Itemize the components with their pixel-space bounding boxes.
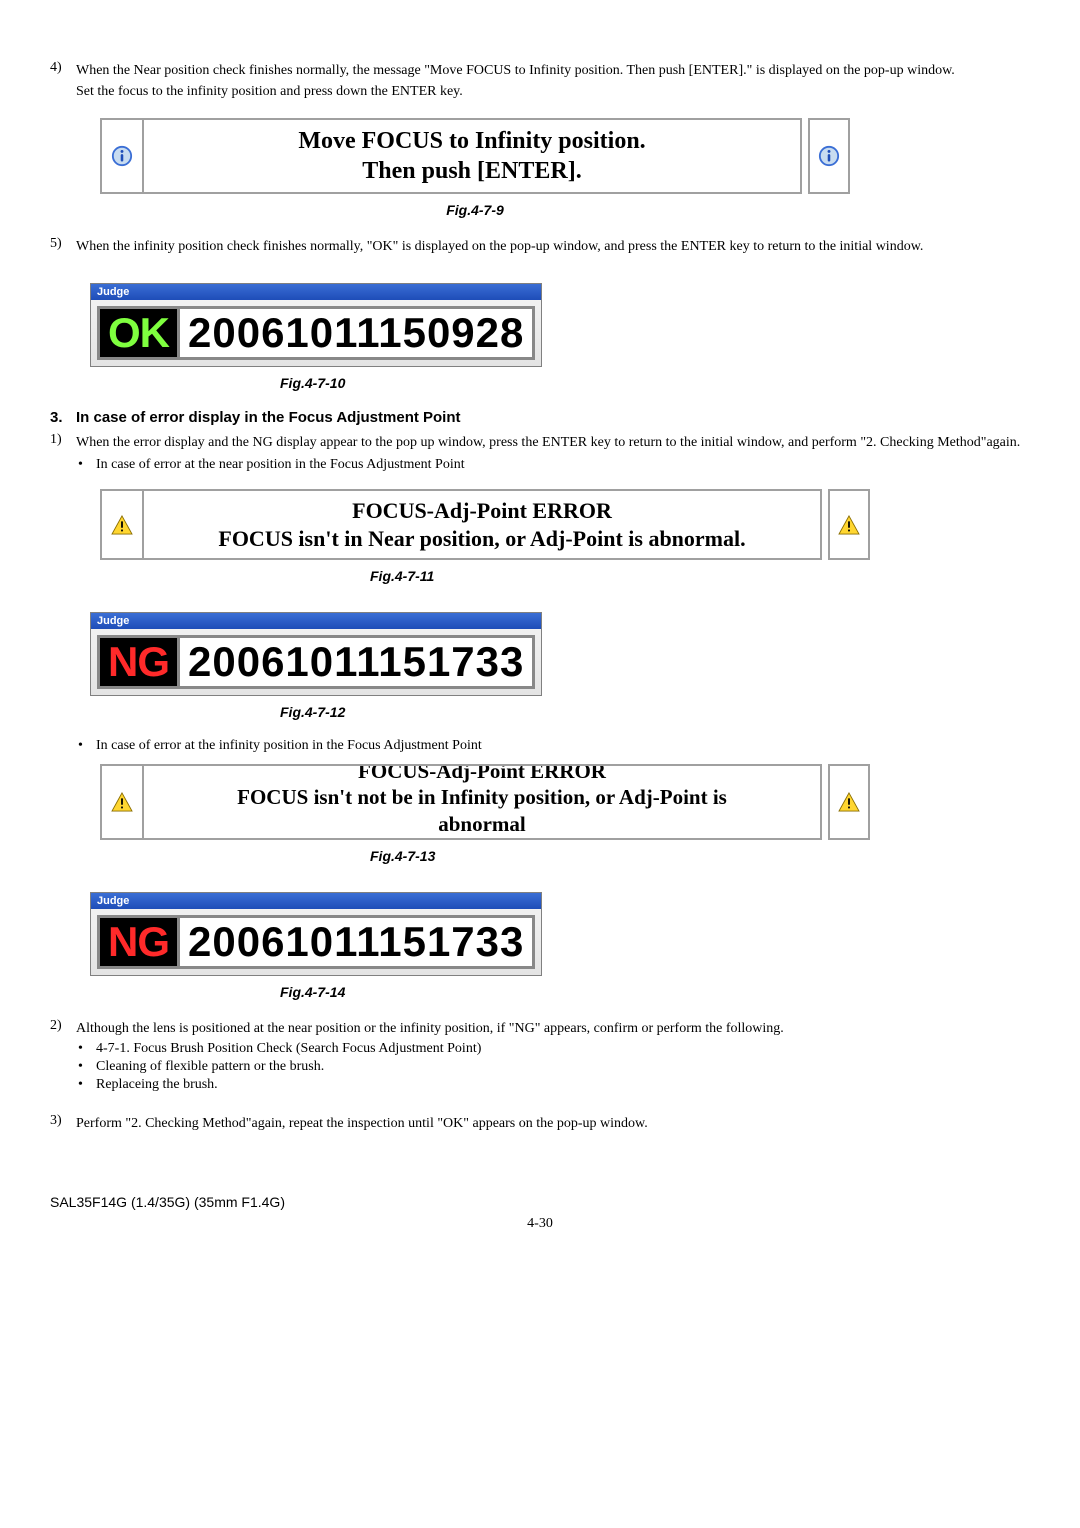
sub-2-b3: • Replaceing the brush. <box>78 1077 1030 1093</box>
step-4-num: 4) <box>50 60 76 76</box>
info-icon <box>818 145 840 167</box>
info-icon-left <box>100 118 142 194</box>
warning-icon <box>838 792 860 812</box>
bullet-infinity: • In case of error at the infinity posit… <box>78 738 1030 754</box>
step-5: 5) When the infinity position check fini… <box>50 236 1030 257</box>
info-icon-right <box>808 118 850 194</box>
sub-2-b3-text: Replaceing the brush. <box>96 1077 218 1093</box>
bullet-dot: • <box>78 738 96 754</box>
info-icon <box>111 145 133 167</box>
popup2-line2: FOCUS isn't in Near position, or Adj-Poi… <box>154 525 810 553</box>
ng1-number: 20061011151733 <box>180 635 535 689</box>
step-5-text: When the infinity position check finishe… <box>76 236 1030 257</box>
sub-2-b1-text: 4-7-1. Focus Brush Position Check (Searc… <box>96 1041 481 1057</box>
page-number: 4-30 <box>50 1216 1030 1232</box>
section-3-title: In case of error display in the Focus Ad… <box>76 409 461 426</box>
warn-icon-left <box>100 489 142 560</box>
fig-4-7-10: Fig.4-7-10 <box>280 375 1030 391</box>
section-3-num: 3. <box>50 409 76 426</box>
ng-badge: NG <box>97 915 180 969</box>
fig-4-7-13: Fig.4-7-13 <box>370 848 1030 864</box>
sub-2: 2) Although the lens is positioned at th… <box>50 1018 1030 1093</box>
bullet-infinity-text: In case of error at the infinity positio… <box>96 738 482 754</box>
warning-icon <box>111 792 133 812</box>
warning-icon <box>111 515 133 535</box>
bullet-dot: • <box>78 457 96 473</box>
step-5-num: 5) <box>50 236 76 252</box>
fig-4-7-12: Fig.4-7-12 <box>280 704 1030 720</box>
popup-msg-2: FOCUS-Adj-Point ERROR FOCUS isn't in Nea… <box>142 489 822 560</box>
popup-error-infinity: FOCUS-Adj-Point ERROR FOCUS isn't not be… <box>100 764 870 840</box>
popup-msg-1: Move FOCUS to Infinity position. Then pu… <box>142 118 802 194</box>
fig-4-7-9: Fig.4-7-9 <box>100 202 850 218</box>
judge-ok-window: Judge OK 20061011150928 <box>90 283 542 367</box>
bullet-dot: • <box>78 1041 96 1057</box>
sub-3-text: Perform "2. Checking Method"again, repea… <box>76 1113 1030 1134</box>
sub-1-bullet-text: In case of error at the near position in… <box>96 457 465 473</box>
popup-move-focus: Move FOCUS to Infinity position. Then pu… <box>100 118 850 194</box>
step-4-text1: When the Near position check finishes no… <box>76 63 955 78</box>
section-3-head: 3. In case of error display in the Focus… <box>50 409 1030 426</box>
ok-number: 20061011150928 <box>180 306 535 360</box>
warn-icon-right <box>828 489 870 560</box>
sub-1-num: 1) <box>50 432 76 448</box>
popup3-line2: FOCUS isn't not be in Infinity position,… <box>150 784 814 810</box>
ng-badge: NG <box>97 635 180 689</box>
bullet-dot: • <box>78 1077 96 1093</box>
judge-title: Judge <box>91 893 541 909</box>
popup3-line1: FOCUS-Adj-Point ERROR <box>150 764 814 784</box>
sub-2-b2-text: Cleaning of flexible pattern or the brus… <box>96 1059 324 1075</box>
judge-title: Judge <box>91 284 541 300</box>
judge-ng1-window: Judge NG 20061011151733 <box>90 612 542 696</box>
sub-1-text: When the error display and the NG displa… <box>76 432 1030 453</box>
sub-2-b2: • Cleaning of flexible pattern or the br… <box>78 1059 1030 1075</box>
sub-3-num: 3) <box>50 1113 76 1129</box>
step-4-text2: Set the focus to the infinity position a… <box>76 84 463 99</box>
judge-title: Judge <box>91 613 541 629</box>
popup1-line2: Then push [ENTER]. <box>154 156 790 186</box>
warn-icon-right <box>828 764 870 840</box>
popup1-line1: Move FOCUS to Infinity position. <box>154 126 790 156</box>
step-4-body: When the Near position check finishes no… <box>76 60 1030 102</box>
warn-icon-left <box>100 764 142 840</box>
popup-msg-3: FOCUS-Adj-Point ERROR FOCUS isn't not be… <box>142 764 822 840</box>
warning-icon <box>838 515 860 535</box>
ng2-number: 20061011151733 <box>180 915 535 969</box>
sub-1: 1) When the error display and the NG dis… <box>50 432 1030 473</box>
sub-2-b1: • 4-7-1. Focus Brush Position Check (Sea… <box>78 1041 1030 1057</box>
popup3-line3: abnormal <box>150 811 814 837</box>
ok-badge: OK <box>97 306 180 360</box>
popup2-line1: FOCUS-Adj-Point ERROR <box>154 497 810 525</box>
step-4: 4) When the Near position check finishes… <box>50 60 1030 102</box>
sub-2-num: 2) <box>50 1018 76 1034</box>
footer-model: SAL35F14G (1.4/35G) (35mm F1.4G) <box>50 1194 1030 1210</box>
judge-ng2-window: Judge NG 20061011151733 <box>90 892 542 976</box>
fig-4-7-11: Fig.4-7-11 <box>370 568 1030 584</box>
fig-4-7-14: Fig.4-7-14 <box>280 984 1030 1000</box>
popup-error-near: FOCUS-Adj-Point ERROR FOCUS isn't in Nea… <box>100 489 870 560</box>
sub-3: 3) Perform "2. Checking Method"again, re… <box>50 1113 1030 1134</box>
sub-2-text: Although the lens is positioned at the n… <box>76 1018 1030 1039</box>
bullet-dot: • <box>78 1059 96 1075</box>
sub-1-bullet: • In case of error at the near position … <box>78 457 1030 473</box>
